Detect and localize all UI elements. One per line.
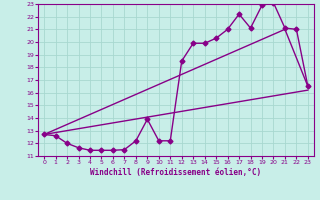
X-axis label: Windchill (Refroidissement éolien,°C): Windchill (Refroidissement éolien,°C) bbox=[91, 168, 261, 177]
